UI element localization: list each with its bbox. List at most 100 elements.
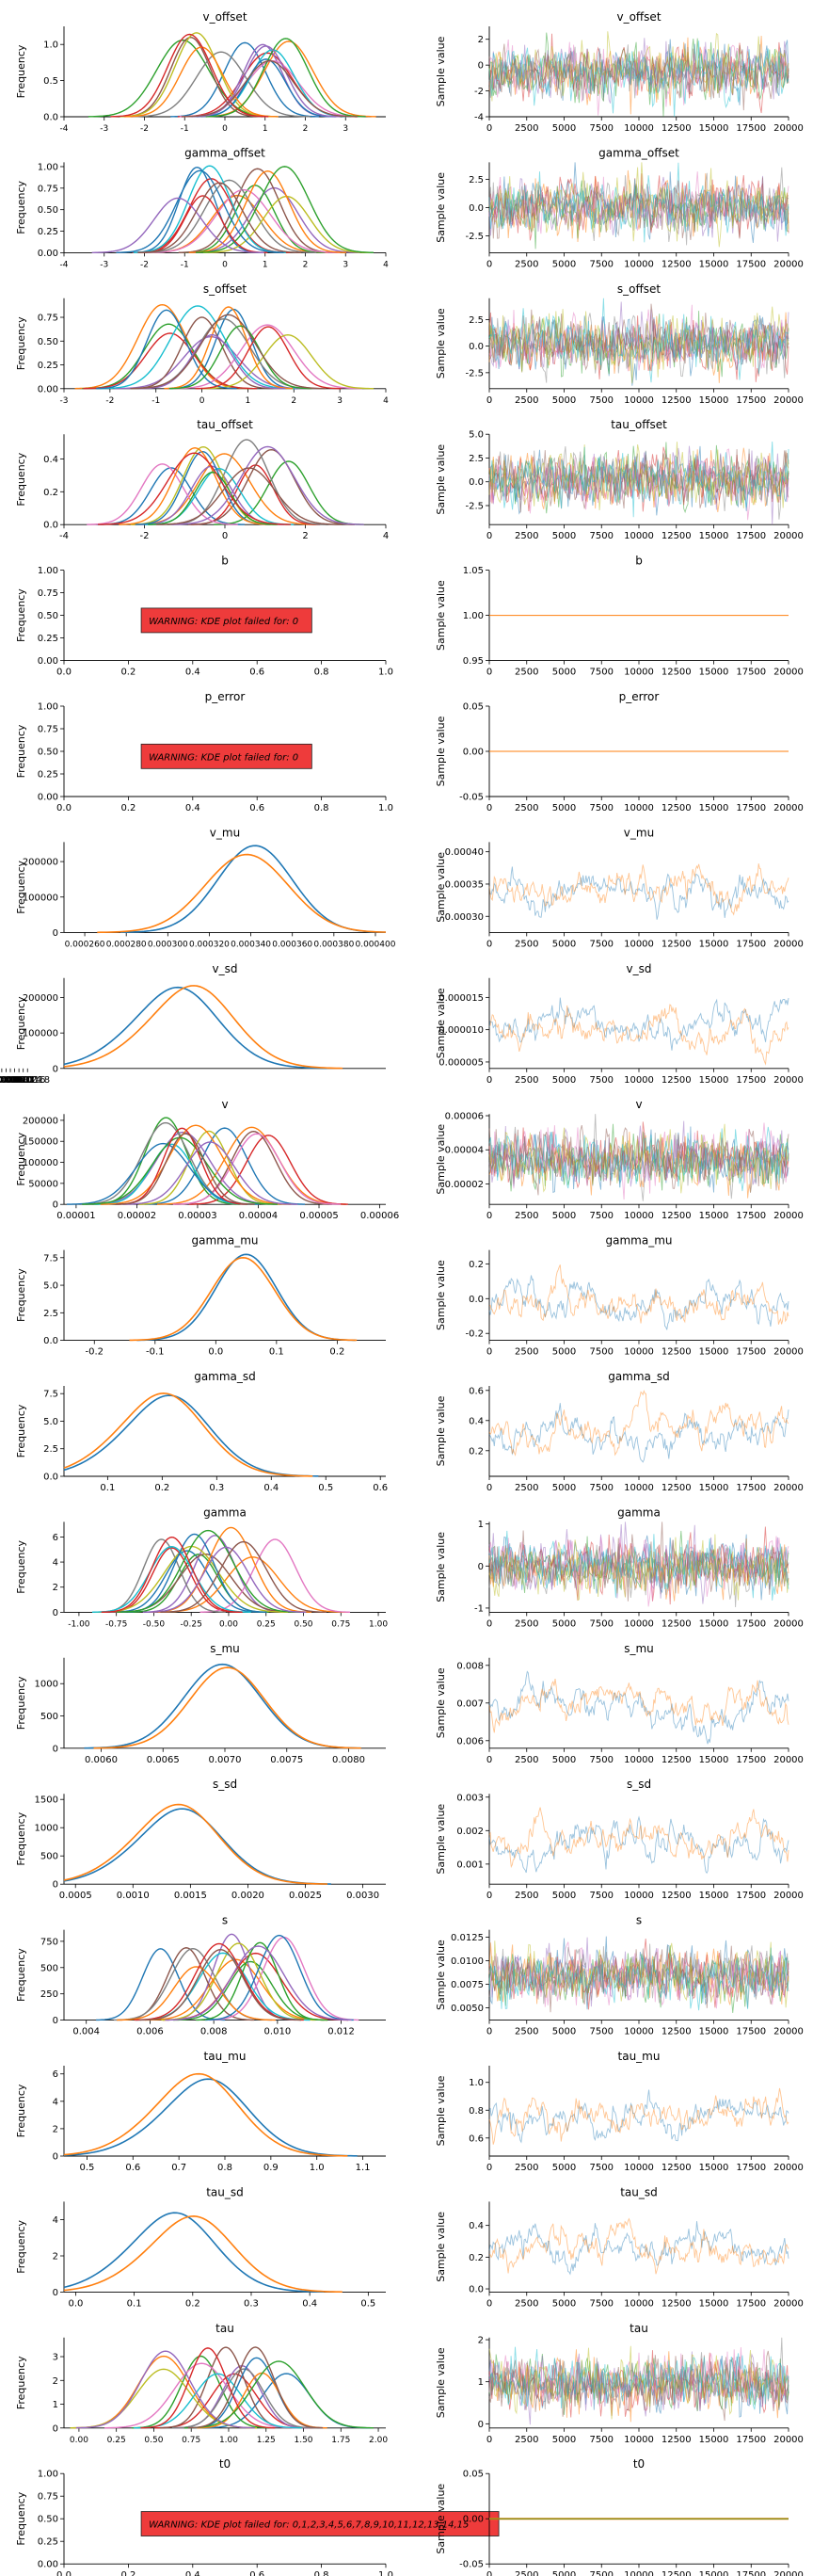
x-tick-label: 0.8	[314, 2570, 329, 2576]
x-tick-label: 0.6	[125, 2163, 140, 2173]
y-tick-label: 0.00035	[445, 879, 484, 890]
trace-line-chain-8	[488, 1940, 789, 2008]
trace-line-chain-9	[488, 1126, 789, 1192]
density-curve-chain-15	[160, 1540, 327, 1613]
x-tick-label: 20000	[773, 531, 804, 541]
y-tick-label: 1	[478, 2377, 484, 2388]
x-tick-label: 15000	[699, 2570, 729, 2576]
y-tick-label: 2.5	[469, 175, 484, 185]
density-curve-orange	[129, 1256, 358, 1342]
x-tick-label: 12500	[662, 2163, 692, 2173]
x-tick-label: 0.2	[120, 803, 136, 813]
x-tick-label: 3	[337, 396, 343, 406]
trace-panel-s_sd: s_sd Sample value 0 2500 5000 7500 10000 12500 1…	[435, 1778, 804, 1901]
x-tick-label: 12500	[662, 803, 692, 813]
density-curve-chain-6	[209, 1936, 359, 2021]
trace-line-chain-1	[488, 1004, 789, 1066]
trace-line-chain-0	[488, 997, 789, 1051]
y-axis-label: Frequency	[15, 724, 27, 778]
x-tick-label: 7500	[590, 1211, 614, 1221]
x-tick-label: -1.00	[68, 1619, 90, 1629]
density-curve-chain-9	[133, 165, 286, 253]
x-tick-label: 5000	[552, 1483, 576, 1493]
y-tick-label: 0	[53, 1064, 58, 1074]
x-tick-label: 7500	[590, 1075, 614, 1086]
density-curve-blue	[63, 1394, 319, 1477]
y-tick-label: 100000	[23, 893, 58, 903]
y-tick-label: 150000	[23, 1137, 58, 1148]
x-tick-label: 17500	[736, 2435, 766, 2445]
y-axis-label: Sample value	[435, 2347, 447, 2418]
x-tick-label: 0	[486, 2570, 492, 2576]
density-curve-chain-12	[117, 1529, 299, 1613]
x-tick-label: 2500	[515, 531, 538, 541]
x-tick-label: 5000	[552, 123, 576, 134]
y-tick-label: 2.5	[469, 454, 484, 464]
x-tick-label: 0.010	[264, 2027, 292, 2037]
x-tick-label: 0.2	[154, 1483, 169, 1493]
kde-warning-box	[140, 743, 312, 769]
x-tick-label: 0.0025	[289, 1891, 322, 1901]
y-axis-label: Frequency	[15, 588, 27, 642]
x-tick-label: 12500	[662, 668, 692, 678]
panel-title: b	[221, 555, 229, 568]
density-curve-orange	[97, 853, 387, 934]
x-tick-label: 20000	[773, 395, 804, 406]
density-curve-chain-14	[91, 197, 264, 254]
density-panel-s: s Frequency 0.004 0.006 0.008 0.010 0.012 0 250 5…	[15, 1914, 386, 2037]
x-tick-label: 12500	[662, 1211, 692, 1221]
y-tick-label: 0.006	[456, 1736, 484, 1747]
density-panel-s_offset: s_offset Frequency -3 -2 -1 0 1 2 3 4 0.00 0.25 0.50…	[15, 282, 389, 406]
y-tick-label: 0.75	[38, 184, 58, 194]
x-tick-label: 15000	[699, 1347, 729, 1358]
kde-warning-text: WARNING: KDE plot failed for: 0,1,2,3,4,…	[149, 2520, 469, 2531]
x-tick-label: 17500	[736, 939, 766, 949]
density-curve-chain-12	[196, 166, 374, 253]
density-curve-chain-4	[86, 1131, 280, 1205]
y-axis-label: Frequency	[15, 1948, 27, 2002]
x-tick-label: -0.50	[143, 1619, 166, 1629]
density-curve-chain-5	[178, 168, 337, 253]
density-curve-chain-3	[188, 1135, 348, 1205]
x-tick-label: 12500	[662, 531, 692, 541]
panel-title: s_sd	[627, 1778, 651, 1791]
y-tick-label: 0.00030	[445, 912, 484, 923]
x-tick-label: 0.000360	[272, 940, 312, 949]
x-tick-label: 0	[486, 531, 492, 541]
x-tick-label: 20000	[773, 2027, 804, 2037]
density-curve-chain-5	[187, 448, 356, 525]
panel-title: t0	[219, 2457, 231, 2471]
y-tick-label: 0	[478, 2420, 484, 2430]
density-curve-chain-15	[137, 182, 302, 253]
trace-line-chain-9	[488, 441, 789, 518]
density-curve-chain-9	[91, 1546, 251, 1613]
y-axis-label: Frequency	[15, 2219, 27, 2273]
y-tick-label: 0.003	[456, 1793, 484, 1803]
x-tick-label: 0.0075	[270, 1755, 303, 1765]
y-tick-label: 2	[478, 35, 484, 45]
y-axis-label: Sample value	[435, 716, 447, 786]
x-tick-label: 0.6	[373, 1483, 388, 1493]
x-tick-label: 0.8	[314, 803, 329, 813]
x-tick-label: 10000	[624, 2435, 654, 2445]
x-tick-label: 15000	[699, 1755, 729, 1765]
y-tick-label: 0.0	[43, 521, 58, 531]
x-tick-label: 0.6	[249, 2570, 264, 2576]
y-tick-label: 200000	[23, 858, 58, 868]
y-tick-label: 4	[53, 1558, 58, 1569]
x-tick-label: 0	[486, 1755, 492, 1765]
y-axis-label: Sample value	[435, 2484, 447, 2554]
density-curve-chain-15	[139, 1948, 302, 2021]
x-tick-label: 2.00	[369, 2436, 388, 2445]
panel-title: tau_sd	[206, 2185, 244, 2198]
density-curve-blue	[120, 845, 387, 934]
y-tick-label: 3	[53, 2353, 58, 2363]
trace-line-chain-8	[488, 442, 789, 510]
y-axis-label: Frequency	[15, 1676, 27, 1730]
x-tick-label: 0.0	[68, 2298, 83, 2309]
y-axis-label: Frequency	[15, 316, 27, 370]
x-tick-label: 5000	[552, 1755, 576, 1765]
x-tick-label: 20000	[773, 1755, 804, 1765]
x-tick-label: 0.2	[329, 1347, 344, 1358]
